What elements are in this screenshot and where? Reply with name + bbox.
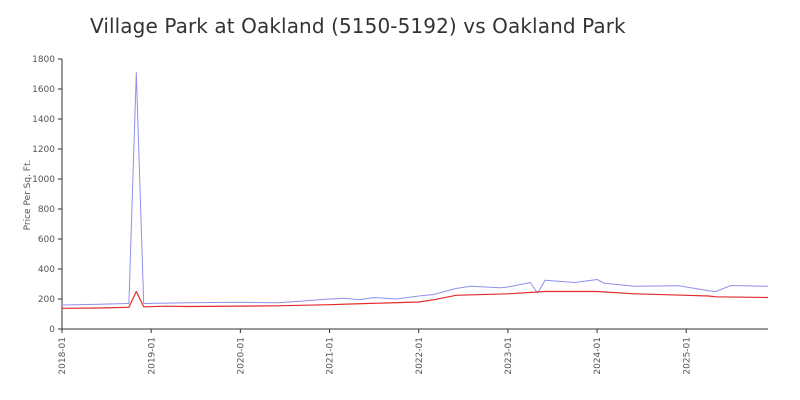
y-tick-label: 1400 (32, 115, 55, 125)
y-tick-label: 1800 (32, 55, 55, 65)
y-tick-label: 600 (38, 235, 55, 245)
y-tick-label: 1200 (32, 145, 55, 155)
x-tick-label: 2019-01 (147, 337, 157, 375)
y-tick-label: 200 (38, 295, 55, 305)
x-tick-label: 2020-01 (237, 337, 247, 375)
y-tick-label: 800 (38, 205, 55, 215)
y-tick-label: 1000 (32, 175, 55, 185)
chart-title: Village Park at Oakland (5150-5192) vs O… (90, 14, 626, 38)
x-tick-label: 2024-01 (593, 337, 603, 375)
series-line-2 (61, 290, 769, 309)
y-tick-label: 0 (49, 325, 55, 335)
y-axis-label: Price Per Sq. Ft. (23, 160, 33, 231)
x-tick-label: 2021-01 (326, 337, 336, 375)
y-tick-label: 400 (38, 265, 55, 275)
x-tick-label: 2025-01 (682, 337, 692, 375)
series-line-1 (61, 72, 769, 306)
x-tick-label: 2018-01 (58, 337, 68, 375)
x-tick-label: 2022-01 (415, 337, 425, 375)
x-tick-label: 2023-01 (504, 337, 514, 375)
y-tick-label: 1600 (32, 85, 55, 95)
